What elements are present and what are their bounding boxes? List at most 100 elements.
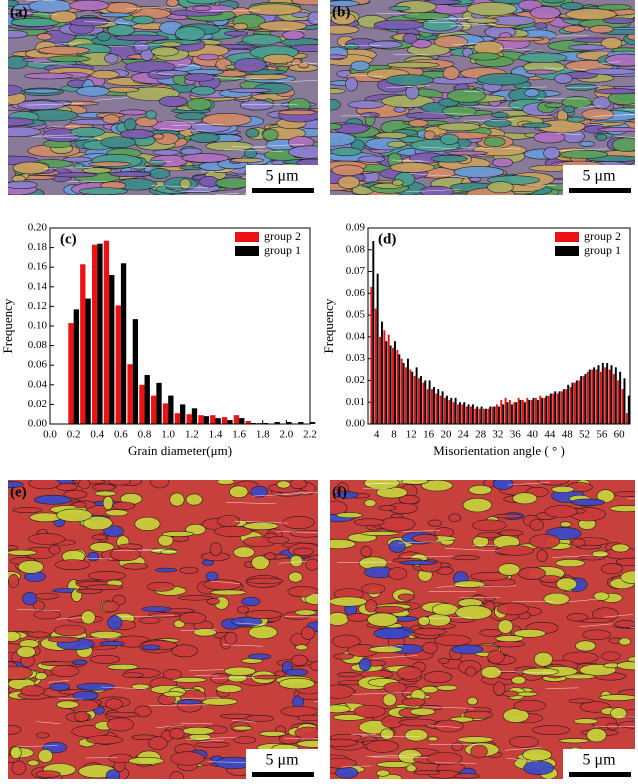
grain xyxy=(166,0,178,7)
grain xyxy=(406,765,416,772)
grain xyxy=(34,610,61,619)
grain xyxy=(88,552,99,561)
grain xyxy=(320,539,355,548)
grain xyxy=(409,120,428,127)
grain xyxy=(518,567,545,579)
bar xyxy=(442,391,444,424)
bar xyxy=(476,407,478,424)
grain xyxy=(435,635,471,646)
grain xyxy=(420,186,453,197)
bar xyxy=(518,398,520,424)
grain xyxy=(329,597,367,606)
grain xyxy=(434,36,467,48)
scale-bar xyxy=(569,188,631,193)
x-tick-label: 12 xyxy=(406,429,417,441)
grain xyxy=(421,19,457,31)
grain xyxy=(224,667,255,676)
grain xyxy=(95,491,116,496)
grain xyxy=(28,534,64,545)
grain xyxy=(246,129,259,138)
grain xyxy=(28,632,51,638)
bar xyxy=(559,391,561,424)
grain xyxy=(233,726,252,730)
grain xyxy=(390,162,434,172)
grain xyxy=(397,667,422,680)
grain xyxy=(48,637,80,642)
bar xyxy=(109,275,114,424)
bar xyxy=(554,391,556,424)
grain xyxy=(500,530,523,536)
grain xyxy=(228,88,271,92)
grain xyxy=(530,519,544,530)
grain xyxy=(471,745,488,758)
grain xyxy=(177,700,202,704)
bar xyxy=(403,363,405,424)
micrograph: (f)5 μm xyxy=(319,476,638,779)
grain xyxy=(524,89,539,97)
bar xyxy=(440,396,442,424)
grain xyxy=(129,757,164,764)
grain xyxy=(13,507,42,512)
grain xyxy=(497,546,534,556)
grain xyxy=(171,752,205,766)
x-tick-label: 44 xyxy=(544,429,556,441)
grain xyxy=(555,559,584,567)
grain xyxy=(146,111,157,120)
legend-swatch xyxy=(235,246,259,256)
bar xyxy=(617,380,619,424)
grain xyxy=(571,499,604,506)
grain xyxy=(57,701,79,709)
grain xyxy=(347,613,370,621)
grain xyxy=(374,628,411,639)
panel-label: (c) xyxy=(60,231,77,247)
bar xyxy=(407,359,409,424)
grain xyxy=(229,486,248,498)
y-tick-label: 0.04 xyxy=(346,330,366,342)
grain xyxy=(55,560,90,570)
grain xyxy=(323,99,341,110)
grain xyxy=(210,590,246,595)
x-tick-label: 60 xyxy=(614,429,626,441)
grain xyxy=(478,532,501,538)
bar xyxy=(379,337,381,424)
grain xyxy=(288,146,332,158)
grain xyxy=(109,478,131,485)
grain xyxy=(567,613,588,621)
grain xyxy=(297,740,332,747)
grain xyxy=(248,4,301,15)
grain xyxy=(135,517,160,530)
grain xyxy=(538,476,569,485)
grain xyxy=(100,641,125,646)
grain xyxy=(414,628,446,635)
grain xyxy=(153,150,179,156)
x-tick-label: 4 xyxy=(374,429,380,441)
y-tick-label: 0.18 xyxy=(28,241,48,253)
bar xyxy=(151,396,156,424)
grain xyxy=(361,531,399,535)
bar xyxy=(563,389,565,424)
grain xyxy=(78,479,90,489)
grain xyxy=(556,578,576,590)
grain xyxy=(388,567,407,579)
grain xyxy=(428,737,438,741)
panel-label: (f) xyxy=(332,484,347,500)
grain xyxy=(560,2,583,9)
grain xyxy=(18,560,43,573)
grain xyxy=(432,604,458,616)
grain xyxy=(112,502,135,510)
grain xyxy=(368,41,402,48)
grain xyxy=(563,26,584,33)
bar xyxy=(531,400,533,424)
bar xyxy=(409,370,411,424)
bar xyxy=(121,263,126,424)
grain xyxy=(106,699,123,710)
grain xyxy=(225,632,237,644)
bar xyxy=(576,380,578,424)
grain xyxy=(90,655,120,663)
grain xyxy=(323,739,357,746)
grain xyxy=(469,177,481,181)
x-tick-label: 36 xyxy=(510,429,522,441)
bar xyxy=(222,417,227,424)
bar xyxy=(492,407,494,424)
grain xyxy=(244,522,279,529)
